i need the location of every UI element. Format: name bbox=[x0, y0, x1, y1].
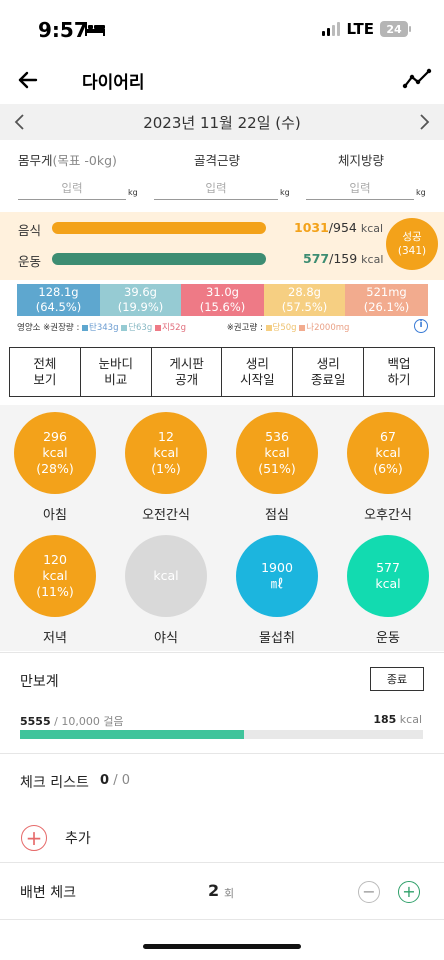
meal-circle: 120 kcal (11%) bbox=[14, 535, 96, 617]
pedometer-title: 만보계 bbox=[20, 674, 59, 690]
fat-label: 체지방량 bbox=[338, 153, 385, 168]
pedometer-end-button[interactable]: 종료 bbox=[370, 667, 424, 691]
legend-recommended-label: ※권장량 : bbox=[43, 323, 80, 333]
meal-circle: 67 kcal (6%) bbox=[347, 412, 429, 494]
legend-fat: 지52g bbox=[154, 323, 186, 333]
muscle-input[interactable]: 입력 bbox=[154, 180, 278, 200]
menu-period-end[interactable]: 생리 종료일 bbox=[293, 348, 365, 396]
meal-circle: 296 kcal (28%) bbox=[14, 412, 96, 494]
current-date[interactable]: 2023년 11월 22일 (수) bbox=[143, 113, 301, 132]
chevron-right-icon[interactable] bbox=[414, 110, 434, 134]
step-progress-track bbox=[20, 730, 423, 739]
calorie-status-badge: 성공 (341) bbox=[386, 218, 438, 270]
legend-limit-label: ※권고량 : bbox=[226, 323, 263, 333]
meal-lunch[interactable]: 536 kcal (51%) 점심 bbox=[222, 412, 332, 523]
meal-grid: 296 kcal (28%) 아침 12 kcal (1%) 오전간식 536 kcal(… bbox=[0, 405, 444, 651]
back-arrow-icon[interactable] bbox=[14, 66, 42, 94]
signal-icon bbox=[322, 22, 341, 36]
meal-circle: 577 kcal bbox=[347, 535, 429, 617]
add-checklist-label[interactable]: 추가 bbox=[65, 831, 91, 847]
bowel-check-section: 배변 체크 2 회 − + bbox=[0, 864, 444, 920]
legend-sodium: 나2000mg bbox=[299, 323, 349, 333]
exercise-calorie-text: 577/159 kcal bbox=[303, 251, 384, 266]
menu-period-start[interactable]: 생리 시작일 bbox=[222, 348, 294, 396]
meal-circle: 12 kcal (1%) bbox=[125, 412, 207, 494]
nutrient-breakdown: 128.1g (64.5%) 39.6g (19.9%) 31.0g (15.6%) … bbox=[17, 284, 428, 316]
step-progress-fill bbox=[20, 730, 244, 739]
meal-morning-snack[interactable]: 12 kcal (1%) 오전간식 bbox=[111, 412, 221, 523]
legend-protein: 단63g bbox=[121, 323, 152, 333]
exercise-label: 운동 bbox=[18, 254, 42, 269]
legend-prefix: 영양소 bbox=[17, 323, 41, 333]
checklist-title: 체크 리스트 bbox=[20, 775, 89, 791]
meal-circle: kcal bbox=[125, 535, 207, 617]
meal-afternoon-snack[interactable]: 67 kcal (6%) 오후간식 bbox=[333, 412, 443, 523]
food-label: 음식 bbox=[18, 223, 42, 238]
nutrient-sodium: 521mg (26.1%) bbox=[345, 284, 428, 316]
calorie-summary: 음식 1031/954 kcal 운동 577/159 kcal 성공 (341) bbox=[0, 212, 444, 280]
bed-icon bbox=[85, 22, 105, 36]
minus-icon[interactable]: − bbox=[358, 881, 380, 903]
bowel-unit: 회 bbox=[224, 887, 235, 900]
chevron-left-icon[interactable] bbox=[10, 110, 30, 134]
checklist-count: 0 / 0 bbox=[100, 773, 130, 788]
status-time: 9:57 bbox=[38, 18, 88, 42]
app-header: 다이어리 bbox=[0, 60, 444, 104]
network-label: LTE bbox=[346, 20, 374, 38]
plus-icon[interactable]: + bbox=[398, 881, 420, 903]
muscle-unit: kg bbox=[280, 188, 290, 197]
step-kcal: 185 kcal bbox=[373, 713, 422, 726]
meal-circle: 1900 ㎖ bbox=[236, 535, 318, 617]
bowel-count: 2 bbox=[208, 881, 220, 900]
weight-unit: kg bbox=[128, 188, 138, 197]
battery-icon: 24 bbox=[380, 21, 411, 37]
meal-circle: 536 kcal (51%) bbox=[236, 412, 318, 494]
menu-view-all[interactable]: 전체 보기 bbox=[10, 348, 81, 396]
exercise-calorie-bar bbox=[52, 253, 266, 265]
bowel-check-title: 배변 체크 bbox=[20, 885, 76, 901]
checklist-section: 체크 리스트 0 / 0 + 추가 bbox=[0, 755, 444, 863]
food-calorie-bar bbox=[52, 222, 266, 234]
nutrient-sugar: 28.8g (57.5%) bbox=[264, 284, 345, 316]
meal-dinner[interactable]: 120 kcal (11%) 저녁 bbox=[0, 535, 110, 646]
fat-unit: kg bbox=[416, 188, 426, 197]
nutrient-fat: 31.0g (15.6%) bbox=[181, 284, 264, 316]
water-intake[interactable]: 1900 ㎖ 물섭취 bbox=[222, 535, 332, 646]
nutrient-legend: 영양소 ※권장량 : 탄343g 단63g 지52g ※권고량 : 당50g 나… bbox=[17, 319, 428, 335]
nutrient-carb: 128.1g (64.5%) bbox=[17, 284, 100, 316]
status-bar: 9:57 LTE 24 bbox=[0, 0, 444, 60]
trend-chart-icon[interactable] bbox=[402, 66, 432, 94]
meal-breakfast[interactable]: 296 kcal (28%) 아침 bbox=[0, 412, 110, 523]
home-indicator bbox=[143, 944, 301, 949]
menu-backup[interactable]: 백업 하기 bbox=[387, 356, 411, 387]
action-menu: 전체 보기 눈바디 비교 게시판 공개 생리 시작일 생리 종료일 백업 하기 bbox=[9, 347, 435, 397]
legend-carb: 탄343g bbox=[82, 323, 118, 333]
menu-board-public[interactable]: 게시판 공개 bbox=[152, 348, 223, 396]
page-title: 다이어리 bbox=[82, 73, 145, 93]
add-icon[interactable]: + bbox=[21, 825, 47, 851]
body-metrics: 몸무게(목표 -0kg) 골격근량 체지방량 입력 kg 입력 kg 입력 kg bbox=[0, 150, 444, 210]
weight-input[interactable]: 입력 bbox=[18, 180, 126, 200]
date-navigator: 2023년 11월 22일 (수) bbox=[0, 104, 444, 140]
menu-body-compare[interactable]: 눈바디 비교 bbox=[81, 348, 152, 396]
info-icon[interactable]: i bbox=[414, 319, 428, 333]
food-calorie-text: 1031/954 kcal bbox=[294, 220, 384, 235]
step-count: 5555 / 10,000 걸음 bbox=[20, 715, 124, 728]
weight-label: 몸무게(목표 -0kg) bbox=[18, 153, 117, 168]
pedometer-section: 만보계 종료 5555 / 10,000 걸음 185 kcal bbox=[0, 652, 444, 754]
fat-input[interactable]: 입력 bbox=[306, 180, 414, 200]
status-indicators: LTE 24 bbox=[322, 20, 411, 38]
meal-late-snack[interactable]: kcal 야식 bbox=[111, 535, 221, 646]
legend-sugar: 당50g bbox=[265, 323, 297, 333]
nutrient-protein: 39.6g (19.9%) bbox=[100, 284, 181, 316]
muscle-label: 골격근량 bbox=[194, 153, 241, 168]
exercise-entry[interactable]: 577 kcal 운동 bbox=[333, 535, 443, 646]
